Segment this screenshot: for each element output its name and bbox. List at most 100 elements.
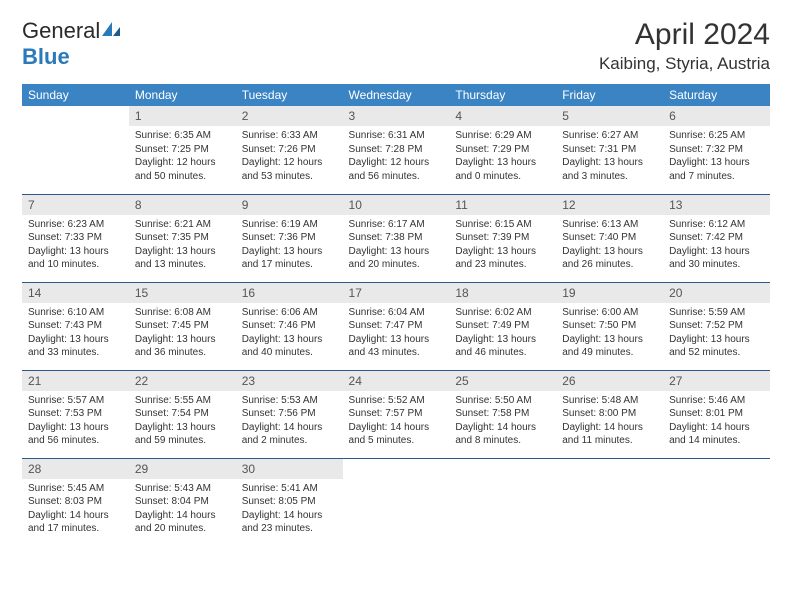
day-content: Sunrise: 5:43 AMSunset: 8:04 PMDaylight:…: [129, 479, 236, 541]
calendar-day-cell: 27Sunrise: 5:46 AMSunset: 8:01 PMDayligh…: [663, 370, 770, 458]
calendar-day-cell: 2Sunrise: 6:33 AMSunset: 7:26 PMDaylight…: [236, 106, 343, 194]
daylight-text: Daylight: 14 hours and 14 minutes.: [669, 421, 764, 448]
calendar-day-cell: 6Sunrise: 6:25 AMSunset: 7:32 PMDaylight…: [663, 106, 770, 194]
sunrise-text: Sunrise: 6:27 AM: [562, 129, 657, 143]
calendar-day-cell: 9Sunrise: 6:19 AMSunset: 7:36 PMDaylight…: [236, 194, 343, 282]
location-label: Kaibing, Styria, Austria: [599, 54, 770, 74]
daylight-text: Daylight: 13 hours and 30 minutes.: [669, 245, 764, 272]
calendar-day-cell: [663, 458, 770, 546]
sunrise-text: Sunrise: 6:02 AM: [455, 306, 550, 320]
sunset-text: Sunset: 8:04 PM: [135, 495, 230, 509]
brand-logo: GeneralBlue: [22, 18, 122, 70]
sunrise-text: Sunrise: 5:41 AM: [242, 482, 337, 496]
day-content: Sunrise: 5:57 AMSunset: 7:53 PMDaylight:…: [22, 391, 129, 453]
sunrise-text: Sunrise: 6:13 AM: [562, 218, 657, 232]
day-number: 7: [22, 195, 129, 215]
day-number: 21: [22, 371, 129, 391]
day-number: 22: [129, 371, 236, 391]
sunrise-text: Sunrise: 5:52 AM: [349, 394, 444, 408]
day-number: 16: [236, 283, 343, 303]
daylight-text: Daylight: 14 hours and 20 minutes.: [135, 509, 230, 536]
calendar-day-cell: 23Sunrise: 5:53 AMSunset: 7:56 PMDayligh…: [236, 370, 343, 458]
calendar-day-cell: 13Sunrise: 6:12 AMSunset: 7:42 PMDayligh…: [663, 194, 770, 282]
daylight-text: Daylight: 13 hours and 20 minutes.: [349, 245, 444, 272]
sunset-text: Sunset: 7:50 PM: [562, 319, 657, 333]
sunrise-text: Sunrise: 5:46 AM: [669, 394, 764, 408]
sunset-text: Sunset: 7:43 PM: [28, 319, 123, 333]
calendar-day-cell: 24Sunrise: 5:52 AMSunset: 7:57 PMDayligh…: [343, 370, 450, 458]
day-number: 2: [236, 106, 343, 126]
calendar-day-cell: 26Sunrise: 5:48 AMSunset: 8:00 PMDayligh…: [556, 370, 663, 458]
daylight-text: Daylight: 13 hours and 10 minutes.: [28, 245, 123, 272]
sunrise-text: Sunrise: 6:21 AM: [135, 218, 230, 232]
calendar-day-cell: 1Sunrise: 6:35 AMSunset: 7:25 PMDaylight…: [129, 106, 236, 194]
sunset-text: Sunset: 7:53 PM: [28, 407, 123, 421]
sunrise-text: Sunrise: 6:08 AM: [135, 306, 230, 320]
day-content: Sunrise: 6:15 AMSunset: 7:39 PMDaylight:…: [449, 215, 556, 277]
day-header: Saturday: [663, 84, 770, 106]
sunrise-text: Sunrise: 6:17 AM: [349, 218, 444, 232]
daylight-text: Daylight: 14 hours and 23 minutes.: [242, 509, 337, 536]
sunset-text: Sunset: 7:46 PM: [242, 319, 337, 333]
day-header: Wednesday: [343, 84, 450, 106]
day-content: Sunrise: 6:13 AMSunset: 7:40 PMDaylight:…: [556, 215, 663, 277]
day-number: 14: [22, 283, 129, 303]
day-content: Sunrise: 6:06 AMSunset: 7:46 PMDaylight:…: [236, 303, 343, 365]
day-number: 8: [129, 195, 236, 215]
day-number: 30: [236, 459, 343, 479]
day-content: Sunrise: 6:35 AMSunset: 7:25 PMDaylight:…: [129, 126, 236, 188]
sunset-text: Sunset: 7:29 PM: [455, 143, 550, 157]
calendar-day-cell: 8Sunrise: 6:21 AMSunset: 7:35 PMDaylight…: [129, 194, 236, 282]
sunrise-text: Sunrise: 5:57 AM: [28, 394, 123, 408]
daylight-text: Daylight: 13 hours and 26 minutes.: [562, 245, 657, 272]
day-number: 27: [663, 371, 770, 391]
calendar-week-row: 1Sunrise: 6:35 AMSunset: 7:25 PMDaylight…: [22, 106, 770, 194]
calendar-day-cell: 25Sunrise: 5:50 AMSunset: 7:58 PMDayligh…: [449, 370, 556, 458]
calendar-table: SundayMondayTuesdayWednesdayThursdayFrid…: [22, 84, 770, 546]
calendar-day-cell: 10Sunrise: 6:17 AMSunset: 7:38 PMDayligh…: [343, 194, 450, 282]
calendar-day-cell: 4 Sunrise: 6:29 AMSunset: 7:29 PMDaylight…: [449, 106, 556, 194]
day-content: Sunrise: 6:04 AMSunset: 7:47 PMDaylight:…: [343, 303, 450, 365]
calendar-day-cell: 17Sunrise: 6:04 AMSunset: 7:47 PMDayligh…: [343, 282, 450, 370]
sunrise-text: Sunrise: 5:55 AM: [135, 394, 230, 408]
day-content: Sunrise: 5:48 AMSunset: 8:00 PMDaylight:…: [556, 391, 663, 453]
sunrise-text: Sunrise: 6:35 AM: [135, 129, 230, 143]
day-number: 17: [343, 283, 450, 303]
brand-part2: Blue: [22, 44, 70, 69]
daylight-text: Daylight: 12 hours and 53 minutes.: [242, 156, 337, 183]
day-content: Sunrise: 6:25 AMSunset: 7:32 PMDaylight:…: [663, 126, 770, 188]
day-number: 4: [449, 106, 556, 126]
sunset-text: Sunset: 7:33 PM: [28, 231, 123, 245]
day-number: 5: [556, 106, 663, 126]
title-block: April 2024 Kaibing, Styria, Austria: [599, 18, 770, 74]
sunrise-text: Sunrise: 6:23 AM: [28, 218, 123, 232]
daylight-text: Daylight: 13 hours and 33 minutes.: [28, 333, 123, 360]
calendar-day-cell: [343, 458, 450, 546]
day-number: 1: [129, 106, 236, 126]
calendar-day-cell: 19Sunrise: 6:00 AMSunset: 7:50 PMDayligh…: [556, 282, 663, 370]
sunset-text: Sunset: 7:56 PM: [242, 407, 337, 421]
daylight-text: Daylight: 13 hours and 49 minutes.: [562, 333, 657, 360]
daylight-text: Daylight: 12 hours and 50 minutes.: [135, 156, 230, 183]
sunset-text: Sunset: 7:39 PM: [455, 231, 550, 245]
sunset-text: Sunset: 7:25 PM: [135, 143, 230, 157]
sunset-text: Sunset: 7:52 PM: [669, 319, 764, 333]
calendar-week-row: 21Sunrise: 5:57 AMSunset: 7:53 PMDayligh…: [22, 370, 770, 458]
sunset-text: Sunset: 7:28 PM: [349, 143, 444, 157]
sunset-text: Sunset: 8:05 PM: [242, 495, 337, 509]
sunrise-text: Sunrise: 6:29 AM: [455, 129, 550, 143]
calendar-week-row: 28Sunrise: 5:45 AMSunset: 8:03 PMDayligh…: [22, 458, 770, 546]
sunrise-text: Sunrise: 6:10 AM: [28, 306, 123, 320]
day-header: Sunday: [22, 84, 129, 106]
calendar-day-cell: 28Sunrise: 5:45 AMSunset: 8:03 PMDayligh…: [22, 458, 129, 546]
daylight-text: Daylight: 12 hours and 56 minutes.: [349, 156, 444, 183]
day-content: Sunrise: 6:27 AMSunset: 7:31 PMDaylight:…: [556, 126, 663, 188]
sunrise-text: Sunrise: 6:00 AM: [562, 306, 657, 320]
daylight-text: Daylight: 13 hours and 46 minutes.: [455, 333, 550, 360]
daylight-text: Daylight: 13 hours and 0 minutes.: [455, 156, 550, 183]
daylight-text: Daylight: 14 hours and 17 minutes.: [28, 509, 123, 536]
calendar-day-cell: 16Sunrise: 6:06 AMSunset: 7:46 PMDayligh…: [236, 282, 343, 370]
day-header: Thursday: [449, 84, 556, 106]
day-number: 23: [236, 371, 343, 391]
daylight-text: Daylight: 13 hours and 52 minutes.: [669, 333, 764, 360]
